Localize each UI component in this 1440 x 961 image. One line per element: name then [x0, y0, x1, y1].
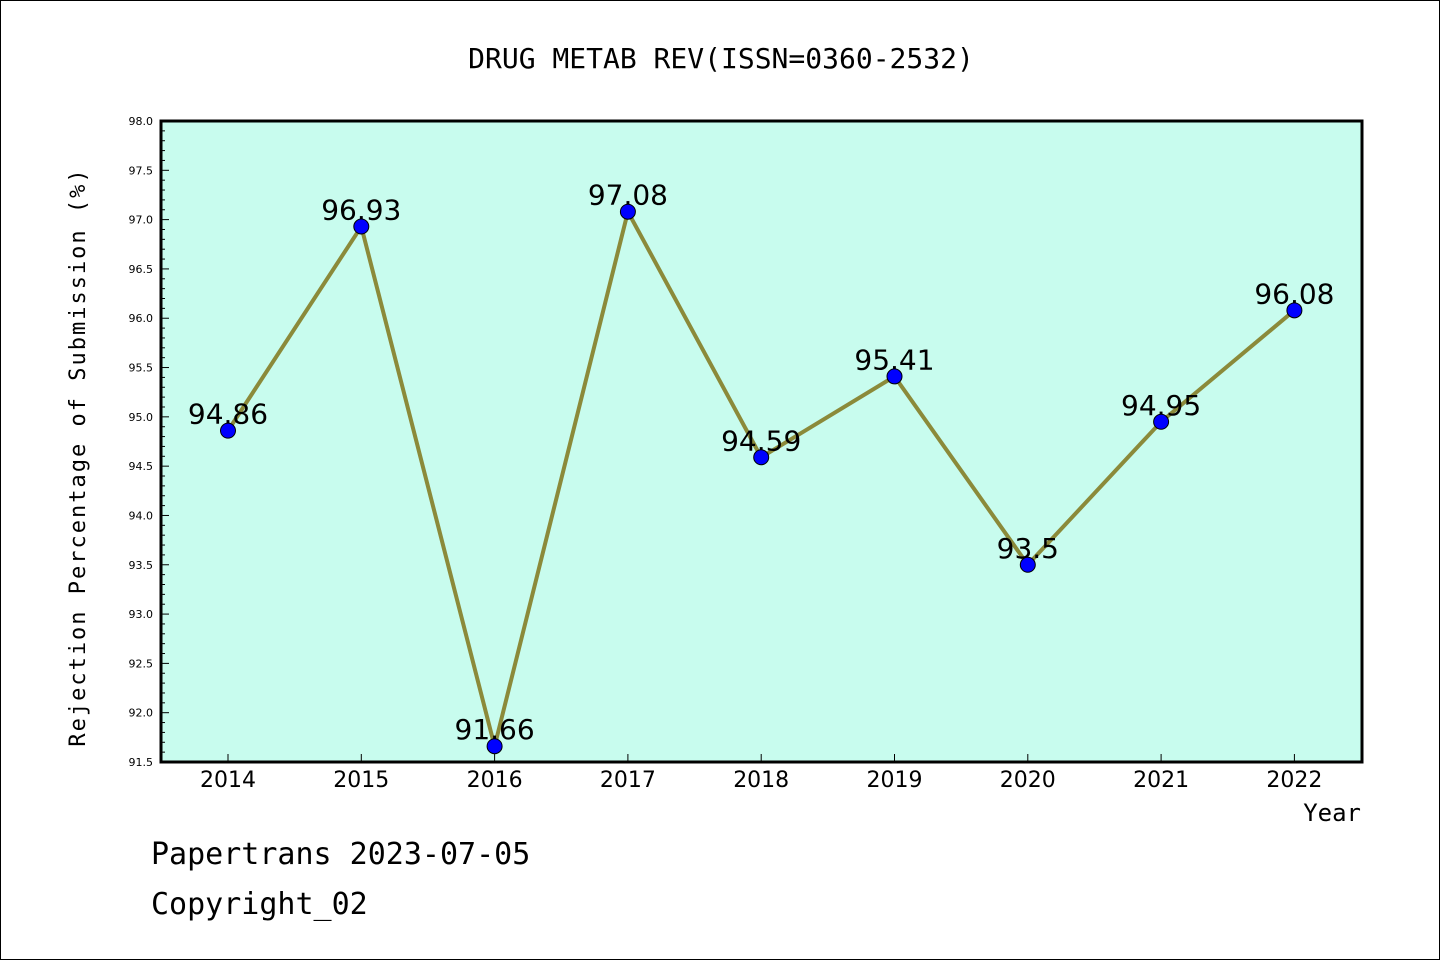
y-tick-label: 91.5 — [129, 756, 154, 769]
x-tick-label: 2016 — [467, 768, 523, 793]
y-tick-label: 93.0 — [129, 608, 154, 621]
y-tick-label: 95.0 — [129, 411, 154, 424]
y-tick-label: 98.0 — [129, 115, 154, 128]
data-point — [753, 449, 770, 466]
y-axis-label: Rejection Percentage of Submission (%) — [66, 167, 91, 746]
y-tick-label: 96.5 — [129, 263, 154, 276]
x-tick-label: 2015 — [333, 768, 389, 793]
y-axis: 91.5 92.0 92.5 93.0 93.5 94.0 94.5 95.0 95.5 96.0… — [129, 115, 169, 769]
y-tick-label: 94.5 — [129, 460, 154, 473]
x-tick-label: 2018 — [733, 768, 789, 793]
data-point — [353, 218, 370, 235]
y-tick-label: 93.5 — [129, 559, 154, 572]
footer-date: Papertrans 2023-07-05 — [151, 837, 531, 872]
chart-title: DRUG METAB REV(ISSN=0360-2532) — [468, 42, 974, 75]
y-tick-label: 97.0 — [129, 214, 154, 227]
data-point — [886, 368, 903, 385]
x-tick-label: 2019 — [867, 768, 923, 793]
data-point — [1019, 556, 1036, 573]
y-tick-label: 97.5 — [129, 164, 154, 177]
x-tick-label: 2017 — [600, 768, 656, 793]
y-tick-label: 92.0 — [129, 707, 154, 720]
x-tick-label: 2014 — [200, 768, 256, 793]
data-point — [486, 738, 503, 755]
y-tick-label: 92.5 — [129, 657, 154, 670]
x-tick-label: 2020 — [1000, 768, 1056, 793]
y-tick-label: 96.0 — [129, 312, 154, 325]
data-points — [220, 203, 1303, 755]
data-point — [220, 422, 236, 439]
y-tick-label: 94.0 — [129, 509, 154, 522]
x-tick-label: 2022 — [1266, 768, 1322, 793]
footer-copyright: Copyright_02 — [151, 887, 368, 922]
y-tick-label: 95.5 — [129, 362, 154, 375]
x-axis: 2014 2015 2016 2017 2018 2019 2020 2021 2022 — [200, 754, 1322, 793]
x-tick-label: 2021 — [1133, 768, 1189, 793]
x-axis-label: Year — [1303, 799, 1361, 827]
data-point — [1286, 302, 1303, 319]
data-point — [619, 203, 636, 220]
data-point — [1153, 413, 1170, 430]
